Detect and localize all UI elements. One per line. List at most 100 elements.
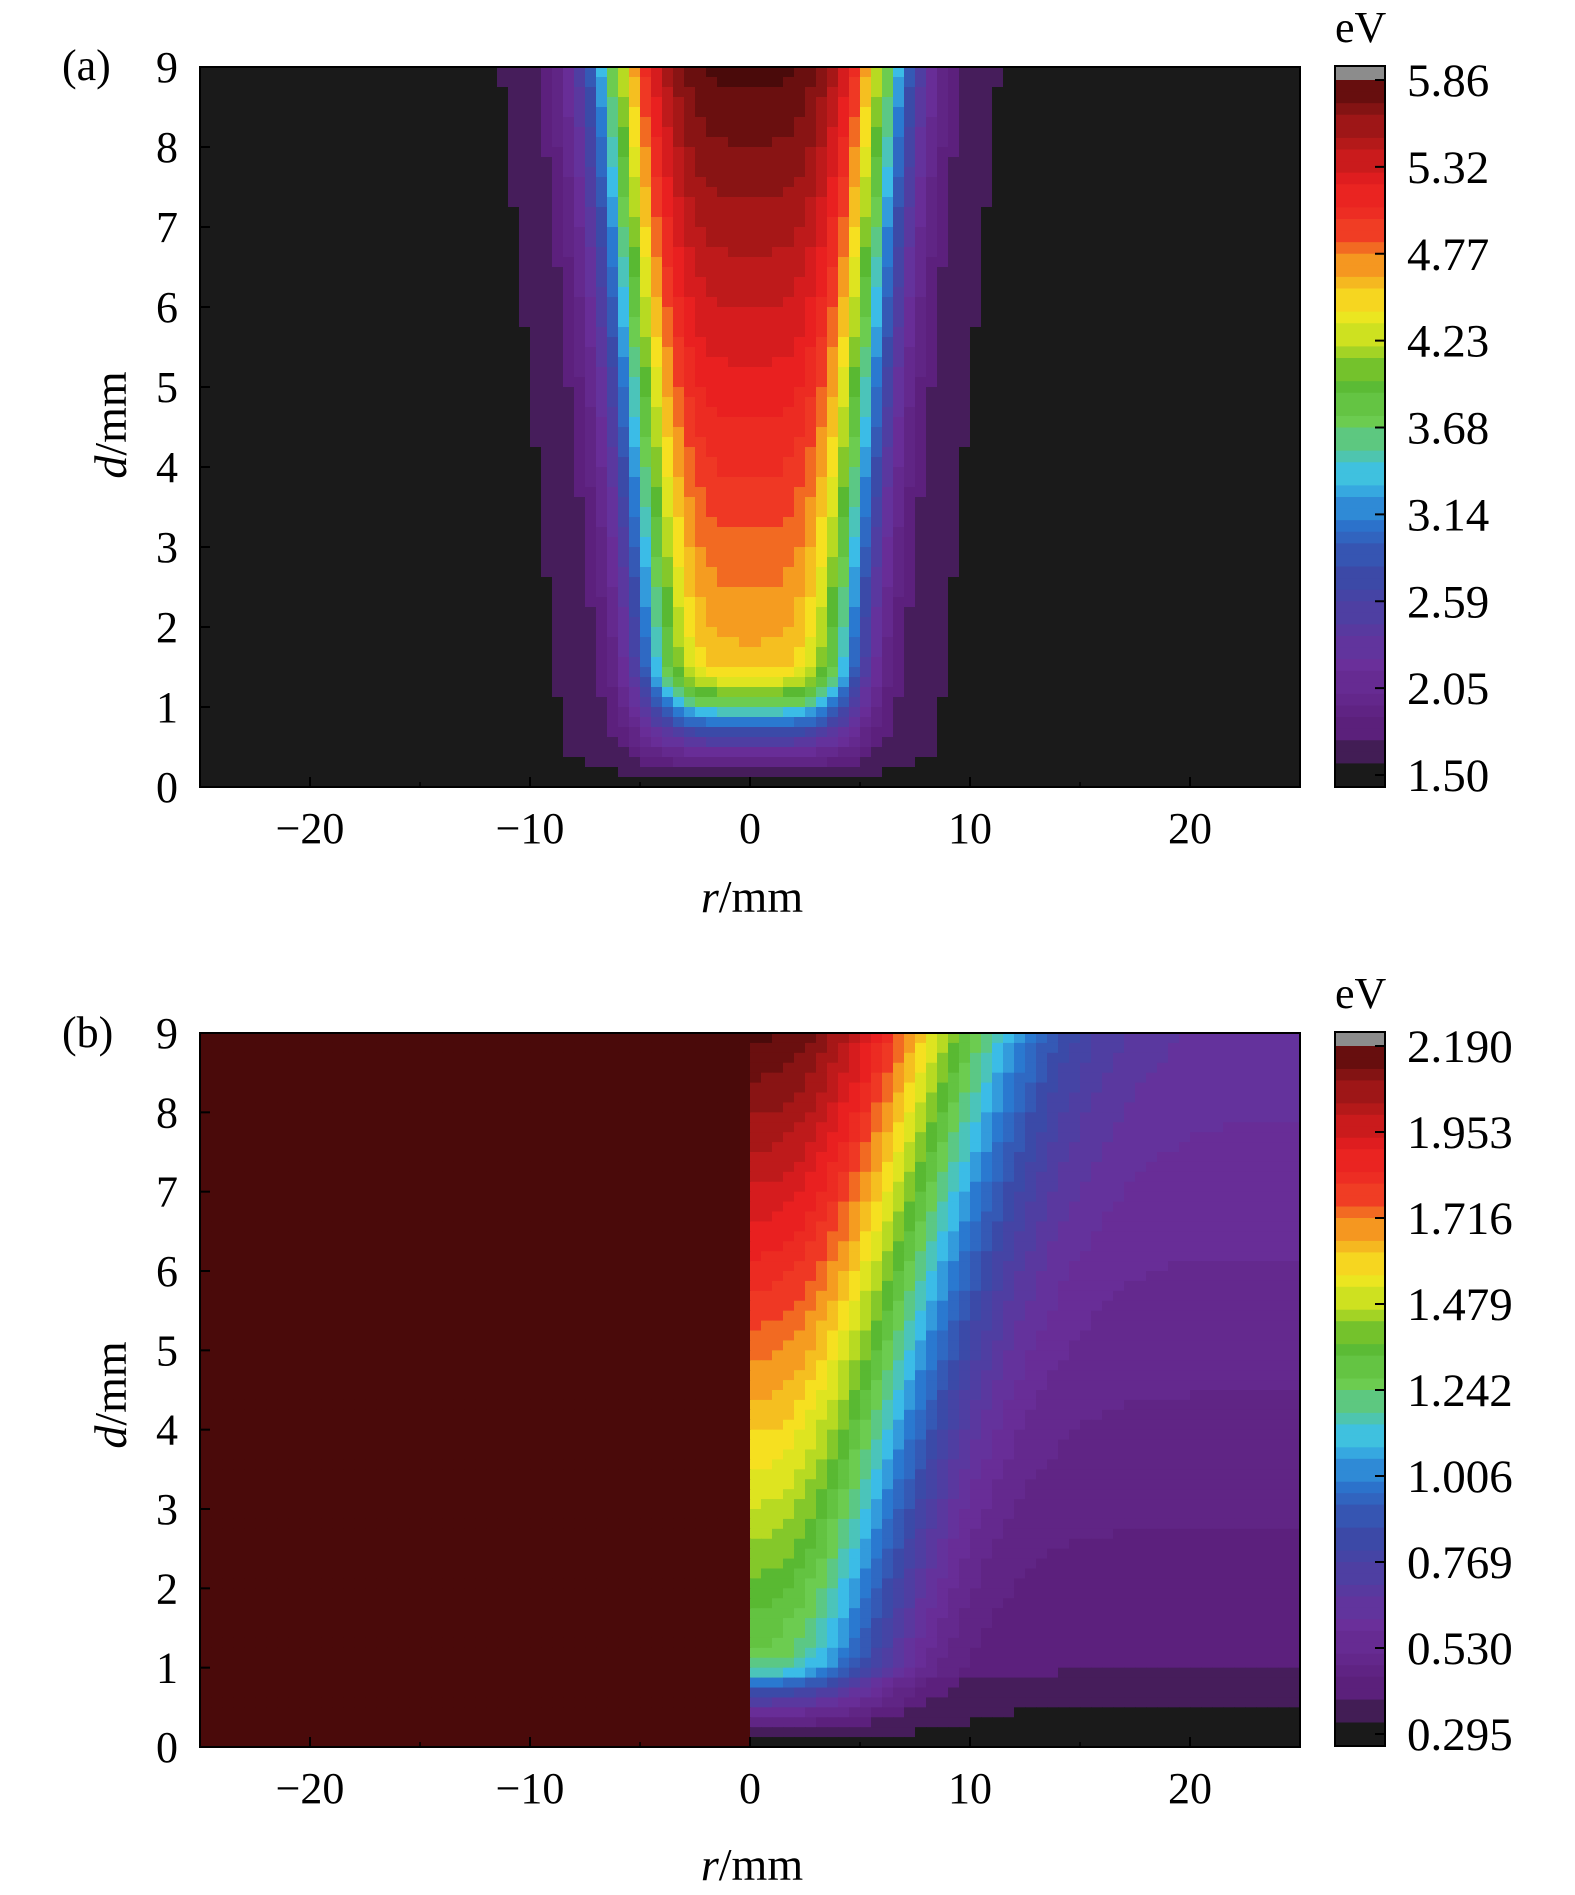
heat-cell: [926, 97, 938, 108]
heat-cell: [310, 87, 322, 98]
heat-cell: [772, 177, 784, 188]
heat-cell: [926, 137, 938, 148]
heat-cell: [431, 437, 443, 448]
heat-cell: [640, 317, 652, 328]
heat-cell: [497, 377, 509, 388]
heat-cell: [442, 547, 454, 558]
heat-cell: [717, 87, 729, 98]
heat-cell: [1014, 527, 1026, 538]
heat-cell: [288, 227, 300, 238]
heat-cell: [288, 207, 300, 218]
heat-cell: [772, 307, 784, 318]
heat-cell: [772, 77, 784, 88]
heat-cell: [310, 67, 322, 78]
heat-cell: [321, 437, 333, 448]
heat-cell: [695, 137, 707, 148]
heat-cell: [750, 197, 762, 208]
heat-cell: [1124, 387, 1136, 398]
heat-cell: [717, 387, 729, 398]
heat-cell: [618, 477, 630, 488]
heat-cell: [1179, 127, 1191, 138]
heat-cell: [805, 467, 817, 478]
heat-cell: [563, 397, 575, 408]
heat-cell: [1146, 367, 1158, 378]
heat-cell: [574, 487, 586, 498]
heat-cell: [717, 277, 729, 288]
heat-cell: [937, 457, 949, 468]
heat-cell: [1289, 527, 1301, 538]
heat-cell: [563, 297, 575, 308]
heat-cell: [673, 167, 685, 178]
heat-cell: [563, 147, 575, 158]
heat-cell: [585, 127, 597, 138]
heat-cell: [1179, 317, 1191, 328]
heat-cell: [508, 327, 520, 338]
heat-cell: [332, 467, 344, 478]
heat-cell: [541, 177, 553, 188]
heat-cell: [684, 417, 696, 428]
heat-cell: [1267, 347, 1279, 358]
heat-cell: [574, 147, 586, 158]
heat-cell: [882, 407, 894, 418]
heat-cell: [1179, 67, 1191, 78]
heat-cell: [1223, 427, 1235, 438]
heat-cell: [640, 217, 652, 228]
heat-cell: [706, 517, 718, 528]
heat-cell: [827, 197, 839, 208]
heat-cell: [1234, 517, 1246, 528]
heat-cell: [629, 247, 641, 258]
heat-cell: [1179, 157, 1191, 168]
heat-cell: [1080, 537, 1092, 548]
heat-cell: [1025, 537, 1037, 548]
heat-cell: [1124, 107, 1136, 118]
heat-cell: [827, 317, 839, 328]
heat-cell: [431, 557, 443, 568]
heat-cell: [1256, 267, 1268, 278]
heat-cell: [1025, 397, 1037, 408]
heat-cell: [1080, 407, 1092, 418]
heat-cell: [453, 337, 465, 348]
heat-cell: [354, 77, 366, 88]
heat-cell: [266, 207, 278, 218]
heat-cell: [882, 97, 894, 108]
heat-cell: [530, 537, 542, 548]
heat-cell: [464, 127, 476, 138]
heat-cell: [1234, 547, 1246, 558]
heat-cell: [431, 497, 443, 508]
heat-cell: [1212, 347, 1224, 358]
heat-cell: [453, 117, 465, 128]
heat-cell: [1245, 67, 1257, 78]
heat-cell: [750, 487, 762, 498]
heat-cell: [959, 267, 971, 278]
heat-cell: [1201, 307, 1213, 318]
heat-cell: [530, 177, 542, 188]
heat-cell: [915, 447, 927, 458]
heat-cell: [1113, 297, 1125, 308]
heat-cell: [772, 97, 784, 108]
heat-cell: [310, 527, 322, 538]
heat-cell: [860, 147, 872, 158]
heat-cell: [662, 77, 674, 88]
heat-cell: [1080, 87, 1092, 98]
heat-cell: [1069, 347, 1081, 358]
heat-cell: [805, 477, 817, 488]
heat-cell: [552, 307, 564, 318]
heat-cell: [684, 87, 696, 98]
heat-cell: [585, 97, 597, 108]
heat-cell: [1058, 147, 1070, 158]
heat-cell: [1113, 547, 1125, 558]
heat-cell: [497, 317, 509, 328]
heat-cell: [1113, 117, 1125, 128]
heat-cell: [508, 87, 520, 98]
heat-cell: [948, 207, 960, 218]
heat-cell: [1190, 257, 1202, 268]
heat-cell: [783, 277, 795, 288]
heat-cell: [1168, 427, 1180, 438]
heat-cell: [563, 527, 575, 538]
heat-cell: [849, 537, 861, 548]
heat-cell: [365, 397, 377, 408]
heat-cell: [519, 117, 531, 128]
heat-cell: [662, 217, 674, 228]
heat-cell: [1135, 387, 1147, 398]
heat-cell: [684, 467, 696, 478]
